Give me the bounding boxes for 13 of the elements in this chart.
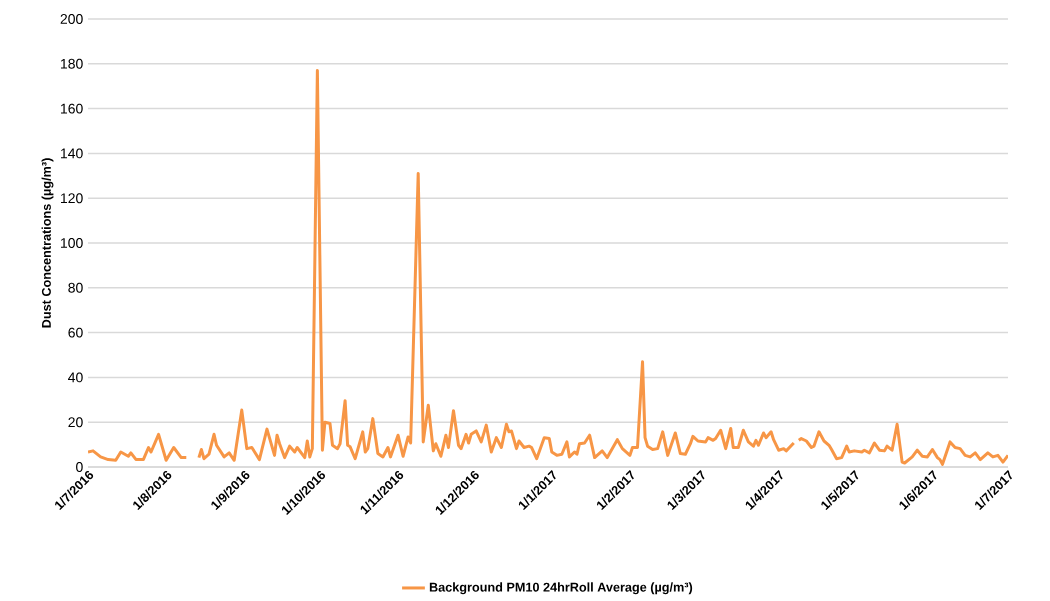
y-tick-label: 120 <box>61 193 83 204</box>
y-tick-label: 200 <box>60 14 83 24</box>
y-tick-label: 80 <box>68 282 83 293</box>
y-tick-label: 140 <box>61 148 83 159</box>
y-tick-label: 100 <box>61 238 83 248</box>
y-tick-label: 0 <box>76 462 83 472</box>
y-tick-label: 180 <box>61 58 83 69</box>
legend-label: Background PM10 24hrRoll Average (µg/m³) <box>429 582 693 595</box>
y-tick-label: 160 <box>61 103 83 114</box>
y-tick-label: 20 <box>68 417 83 428</box>
y-axis-title: Dust Concentrations (µg/m³) <box>41 158 54 328</box>
y-tick-label: 40 <box>68 372 83 383</box>
y-tick-label: 60 <box>68 327 83 338</box>
